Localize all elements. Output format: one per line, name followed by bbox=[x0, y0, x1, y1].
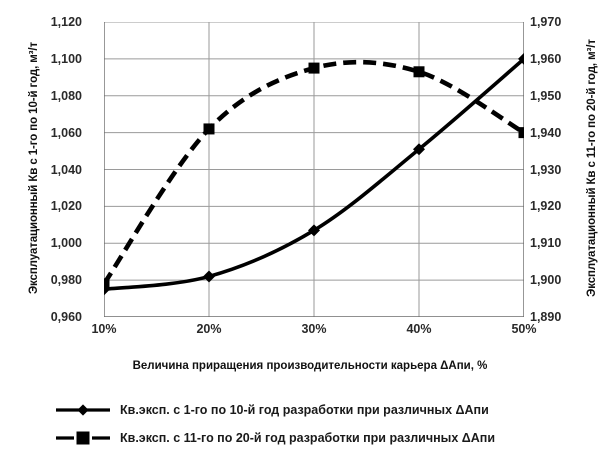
data-point-diamond bbox=[413, 143, 425, 156]
tick-label: 1,940 bbox=[530, 125, 562, 140]
plot-area bbox=[104, 22, 524, 317]
tick-label: 1,910 bbox=[530, 236, 562, 251]
plot-svg bbox=[104, 22, 524, 317]
tick-label: 1,060 bbox=[50, 125, 82, 140]
tick-label: 10% bbox=[91, 322, 117, 336]
data-point-square bbox=[104, 278, 110, 290]
data-point-diamond bbox=[308, 224, 320, 237]
legend-key-diamond-solid-icon bbox=[56, 404, 110, 416]
tick-label: 1,100 bbox=[50, 51, 82, 66]
tick-label: 1,000 bbox=[50, 236, 82, 251]
tick-label: 1,080 bbox=[50, 88, 82, 103]
tick-label: 20% bbox=[196, 322, 222, 336]
chart-legend: Кв.эксп. с 1-го по 10-й год разработки п… bbox=[0, 396, 614, 452]
legend-label-series-1: Кв.эксп. с 1-го по 10-й год разработки п… bbox=[120, 403, 489, 417]
tick-label: 50% bbox=[511, 322, 537, 336]
data-point-diamond bbox=[203, 270, 215, 283]
tick-label: 1,890 bbox=[530, 310, 562, 324]
data-point-diamond bbox=[518, 52, 524, 65]
tick-label: 0,960 bbox=[50, 310, 82, 324]
data-point-square bbox=[203, 123, 215, 135]
tick-label: 1,970 bbox=[530, 15, 562, 29]
tick-label: 1,960 bbox=[530, 51, 562, 66]
y-axis-right-ticks: 1,890 1,900 1,910 1,920 1,930 1,940 1,950 1,960… bbox=[530, 0, 586, 340]
tick-label: 1,920 bbox=[530, 199, 562, 214]
tick-label: 1,120 bbox=[50, 15, 82, 29]
data-point-square bbox=[308, 62, 320, 74]
y-axis-left-ticks: 0,960 0,980 1,000 1,020 1,040 1,060 1,080 1,100… bbox=[26, 0, 82, 340]
legend-label-series-2: Кв.эксп. с 11-го по 20-й год разработки … bbox=[120, 431, 496, 445]
legend-item-series-2[interactable]: Кв.эксп. с 11-го по 20-й год разработки … bbox=[0, 424, 614, 452]
tick-label: 1,930 bbox=[530, 162, 562, 177]
tick-label: 1,040 bbox=[50, 162, 82, 177]
tick-label: 1,020 bbox=[50, 199, 82, 214]
tick-label: 0,980 bbox=[50, 273, 82, 288]
tick-label: 1,950 bbox=[530, 88, 562, 103]
legend-item-series-1[interactable]: Кв.эксп. с 1-го по 10-й год разработки п… bbox=[0, 396, 614, 424]
tick-label: 30% bbox=[301, 322, 327, 336]
data-point-square bbox=[518, 127, 524, 139]
legend-key-square-dashed-icon bbox=[56, 431, 110, 445]
y-axis-right-title: Эксплуатационный Кв с 11-го по 20-й год,… bbox=[586, 39, 598, 297]
data-point-square bbox=[413, 66, 425, 78]
tick-label: 40% bbox=[406, 322, 432, 336]
tick-label: 1,900 bbox=[530, 273, 562, 288]
x-axis-title: Величина приращения производительности к… bbox=[132, 360, 488, 372]
